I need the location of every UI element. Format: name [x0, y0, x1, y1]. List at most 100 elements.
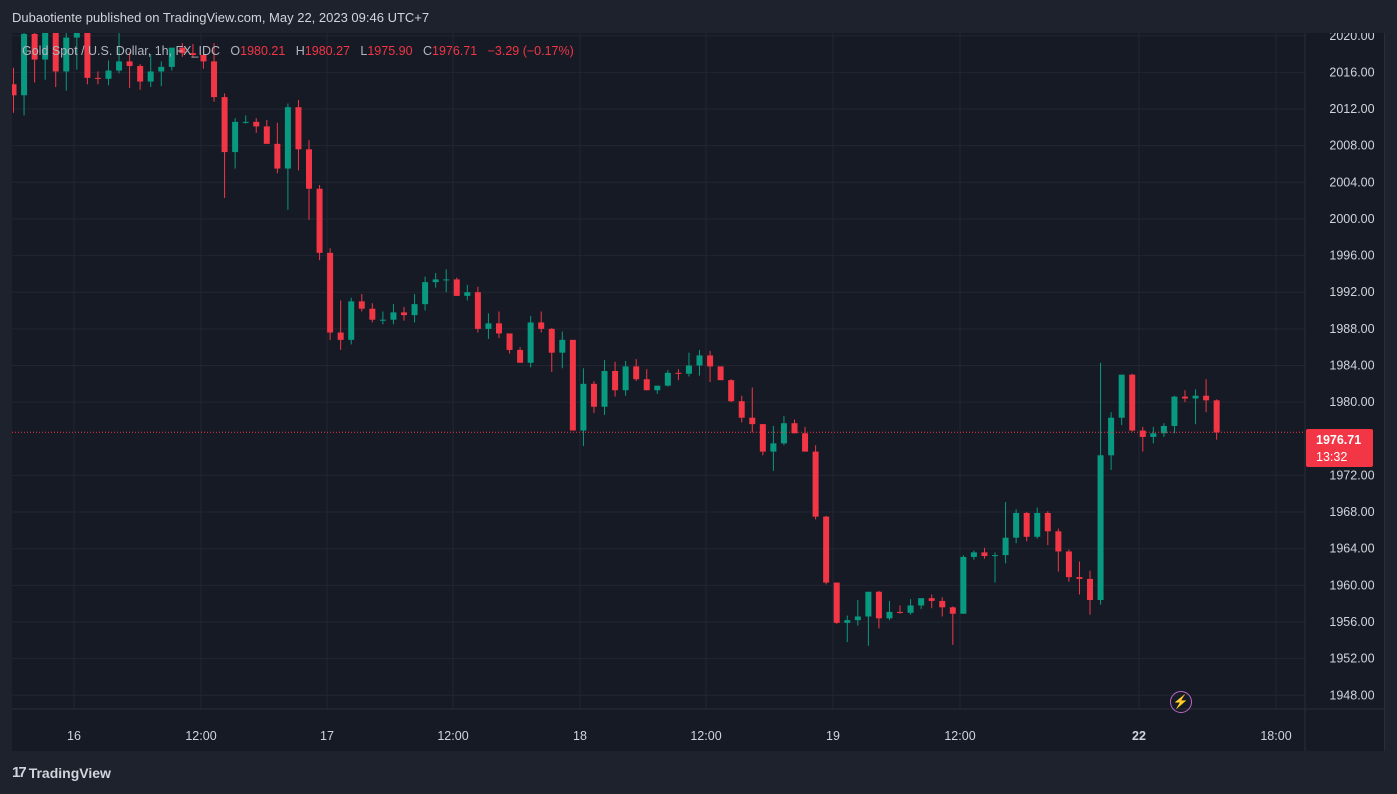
candle-body	[337, 332, 344, 340]
candle-body	[12, 84, 17, 96]
candle-body	[1118, 374, 1125, 418]
y-tick-label: 2020.00	[1329, 33, 1374, 43]
candle	[73, 33, 80, 70]
candle	[1002, 501, 1009, 564]
candle-body	[675, 372, 682, 374]
candle-body	[179, 47, 186, 54]
candle-body	[643, 379, 650, 391]
candle-body	[189, 53, 196, 55]
candle-body	[981, 552, 988, 557]
last-price-value: 1976.71	[1316, 433, 1362, 447]
lightning-icon[interactable]: ⚡	[1170, 691, 1192, 713]
x-tick-label: 12:00	[944, 729, 975, 743]
candle	[1213, 399, 1220, 440]
x-tick-label: 17	[320, 729, 334, 743]
y-tick-label: 2012.00	[1329, 102, 1374, 116]
candle	[474, 286, 481, 333]
candle	[1023, 512, 1030, 542]
candle	[327, 248, 334, 340]
candle	[728, 379, 735, 403]
candle-body	[749, 417, 756, 425]
bar-countdown: 13:32	[1316, 450, 1348, 464]
candle	[633, 359, 640, 382]
candle	[1160, 423, 1167, 437]
candle	[791, 419, 798, 434]
candle-body	[728, 380, 735, 402]
candle-body	[844, 620, 851, 623]
candle	[612, 361, 619, 397]
y-tick-label: 1972.00	[1329, 468, 1374, 482]
x-tick-label: 18	[573, 729, 587, 743]
candle-body	[960, 556, 967, 614]
candle	[390, 304, 397, 325]
candle-body	[369, 308, 376, 320]
candle-body	[780, 423, 787, 444]
candle	[960, 555, 967, 614]
y-tick-label: 1960.00	[1329, 578, 1374, 592]
candle-body	[232, 121, 239, 153]
candle	[1065, 549, 1072, 582]
candle-body	[612, 371, 619, 391]
candle	[1034, 507, 1041, 539]
candle	[94, 71, 101, 85]
candle	[1203, 379, 1210, 413]
candle-body	[1013, 512, 1020, 538]
candle	[918, 598, 925, 610]
candle	[242, 115, 249, 124]
candle	[538, 311, 545, 333]
y-tick-label: 1984.00	[1329, 359, 1374, 373]
candle	[1171, 395, 1178, 434]
candle-body	[601, 371, 608, 407]
candle-body	[802, 433, 809, 452]
candle-body	[559, 339, 566, 353]
candle-body	[1213, 400, 1220, 433]
candle	[654, 385, 661, 394]
candle-body	[390, 312, 397, 320]
candle-body	[1150, 433, 1157, 437]
candle	[105, 60, 112, 86]
candle	[1013, 509, 1020, 544]
candle	[158, 61, 165, 87]
candle-body	[886, 611, 893, 619]
candle	[897, 605, 904, 614]
candle	[590, 381, 597, 414]
candle-body	[970, 552, 977, 557]
candle-body	[1129, 374, 1136, 431]
tradingview-logo-icon: 17	[12, 764, 27, 781]
brand-name: TradingView	[28, 764, 111, 781]
candle	[992, 552, 999, 583]
candle-body	[865, 591, 872, 617]
candle	[232, 118, 239, 169]
candle-body	[854, 616, 861, 621]
y-tick-label: 1980.00	[1329, 395, 1374, 409]
candle	[284, 103, 291, 210]
candle-body	[812, 451, 819, 517]
candlestick-chart[interactable]: 2020.00 2016.00 2012.00 2008.00 2004.00 2000.…	[12, 33, 1384, 751]
y-tick-label: 1952.00	[1329, 652, 1374, 666]
chart-area[interactable]: 2020.00 2016.00 2012.00 2008.00 2004.00 2000.…	[12, 33, 1385, 752]
candle-body	[622, 366, 629, 391]
candle	[379, 311, 386, 325]
x-tick-label: 18:00	[1260, 729, 1291, 743]
candle-body	[833, 582, 840, 623]
candle-body	[31, 33, 38, 60]
candle	[168, 47, 175, 71]
candle	[1097, 362, 1104, 605]
candle	[717, 366, 724, 381]
candle	[221, 93, 228, 198]
candle-body	[928, 598, 935, 601]
candle	[580, 368, 587, 447]
candle-body	[992, 555, 999, 557]
candle-body	[306, 149, 313, 189]
candle	[295, 99, 302, 171]
tradingview-logo[interactable]: 17 TradingView	[12, 764, 111, 781]
candle-body	[348, 301, 355, 340]
candle	[126, 52, 133, 88]
candle	[358, 294, 365, 312]
candle	[1076, 561, 1083, 595]
candle-body	[263, 126, 270, 144]
candle-body	[717, 366, 724, 381]
candle-body	[738, 401, 745, 418]
candle-body	[211, 61, 218, 98]
candle-body	[897, 611, 904, 613]
